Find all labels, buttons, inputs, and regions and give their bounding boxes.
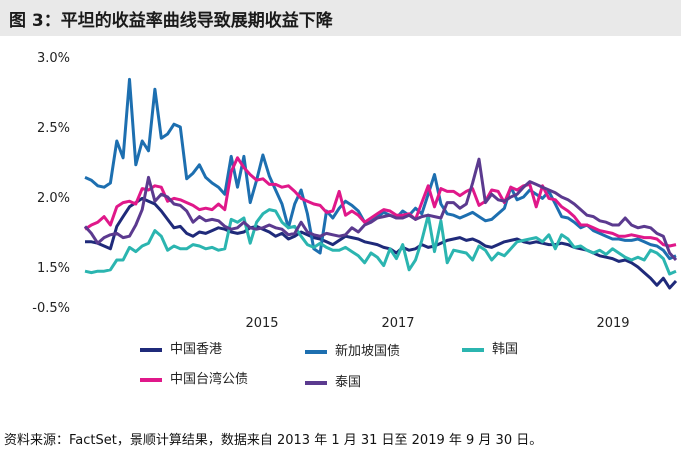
- legend-label-korea: 韩国: [492, 342, 519, 357]
- series-line-3: [84, 156, 677, 248]
- y-tick-label: 2.5%: [37, 121, 70, 136]
- legend-item-thailand: 泰国: [305, 371, 361, 390]
- legend-label-thailand: 泰国: [335, 375, 362, 390]
- legend-swatch-thailand: [305, 380, 327, 385]
- source-note: 资料来源：FactSet，景顺计算结果，数据来自 2013 年 1 月 31 日…: [4, 433, 543, 448]
- legend-label-taiwan: 中国台湾公债: [170, 372, 249, 387]
- legend-swatch-hongkong: [140, 347, 162, 352]
- y-tick-label: -0.5%: [32, 301, 70, 316]
- legend-label-hongkong: 中国香港: [170, 342, 223, 357]
- chart-title: 图 3：平坦的收益率曲线导致展期收益下降: [9, 11, 333, 31]
- series-line-2: [84, 208, 677, 276]
- legend-item-korea: 韩国: [462, 338, 518, 357]
- chart-series: [83, 77, 678, 290]
- legend-swatch-taiwan: [140, 377, 162, 382]
- y-tick-label: 3.0%: [37, 51, 70, 66]
- title-bar: [0, 0, 681, 36]
- legend-swatch-korea: [462, 347, 484, 352]
- x-axis-ticks: 2015 2017 2019: [245, 316, 629, 331]
- x-tick-label: 2017: [381, 316, 414, 331]
- chart-area: 3.0% 2.5% 2.0% 1.5% -0.5% 2015 2017 2019: [32, 51, 678, 331]
- series-line-1: [84, 77, 677, 261]
- legend-swatch-singapore: [305, 349, 327, 354]
- x-tick-label: 2019: [596, 316, 629, 331]
- legend-item-singapore: 新加坡国债: [305, 340, 400, 359]
- legend-item-taiwan: 中国台湾公债: [140, 368, 248, 387]
- series-line-4: [83, 157, 678, 262]
- y-axis-ticks: 3.0% 2.5% 2.0% 1.5% -0.5%: [32, 51, 70, 316]
- y-tick-label: 2.0%: [37, 191, 70, 206]
- x-tick-label: 2015: [245, 316, 278, 331]
- legend-item-hongkong: 中国香港: [140, 338, 222, 357]
- legend-label-singapore: 新加坡国债: [335, 344, 401, 359]
- y-tick-label: 1.5%: [37, 261, 70, 276]
